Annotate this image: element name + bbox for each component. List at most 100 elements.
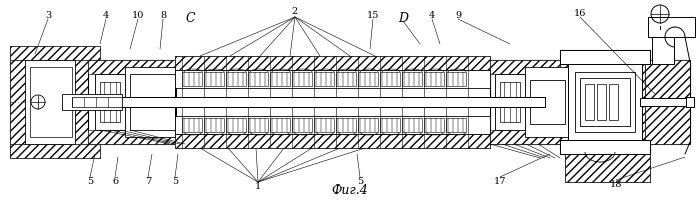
Bar bbox=[88, 61, 176, 75]
Bar bbox=[380, 118, 400, 132]
Bar bbox=[10, 48, 88, 157]
Bar bbox=[248, 118, 268, 132]
Bar bbox=[495, 75, 525, 130]
Text: Фиг.4: Фиг.4 bbox=[331, 184, 368, 197]
Bar bbox=[446, 118, 466, 132]
Text: C: C bbox=[185, 11, 195, 24]
Bar bbox=[560, 140, 650, 154]
Text: 8: 8 bbox=[160, 11, 166, 20]
Bar bbox=[314, 118, 334, 132]
Bar bbox=[62, 95, 122, 110]
Bar bbox=[182, 118, 202, 132]
Bar bbox=[10, 144, 100, 158]
Bar bbox=[204, 73, 224, 87]
Text: 5: 5 bbox=[172, 177, 178, 186]
Text: 2: 2 bbox=[292, 7, 298, 16]
Bar bbox=[10, 48, 88, 157]
Bar bbox=[88, 61, 176, 144]
Bar bbox=[175, 71, 490, 89]
Bar bbox=[545, 114, 565, 124]
Bar bbox=[182, 73, 202, 87]
Bar bbox=[495, 75, 525, 130]
Bar bbox=[292, 73, 312, 87]
Text: 15: 15 bbox=[367, 11, 379, 20]
Bar bbox=[648, 18, 695, 38]
Bar bbox=[490, 61, 575, 144]
Text: 4: 4 bbox=[103, 11, 109, 20]
Bar bbox=[270, 73, 290, 87]
Bar bbox=[560, 51, 650, 65]
Bar bbox=[25, 61, 75, 144]
Bar bbox=[10, 144, 100, 158]
Bar bbox=[500, 83, 520, 122]
Bar bbox=[402, 73, 422, 87]
Bar bbox=[226, 118, 246, 132]
Bar bbox=[248, 73, 268, 87]
Bar bbox=[88, 130, 176, 144]
Bar bbox=[686, 98, 694, 107]
Bar bbox=[560, 51, 650, 154]
Bar bbox=[580, 79, 600, 91]
Text: 7: 7 bbox=[145, 177, 151, 186]
Bar bbox=[175, 116, 490, 134]
Bar bbox=[120, 98, 545, 107]
Bar bbox=[72, 98, 122, 107]
Bar bbox=[609, 85, 618, 120]
Text: 5: 5 bbox=[87, 177, 93, 186]
Text: 16: 16 bbox=[574, 9, 586, 18]
Bar bbox=[130, 75, 175, 130]
Bar bbox=[652, 27, 674, 65]
Text: 17: 17 bbox=[493, 177, 506, 186]
Bar bbox=[10, 47, 100, 61]
Text: 4: 4 bbox=[429, 11, 435, 20]
Bar bbox=[560, 51, 650, 154]
Bar bbox=[645, 61, 690, 144]
Bar bbox=[645, 61, 690, 144]
Bar bbox=[580, 79, 630, 126]
Bar bbox=[336, 118, 356, 132]
Bar bbox=[175, 134, 490, 148]
Bar bbox=[424, 118, 444, 132]
Text: 9: 9 bbox=[455, 11, 461, 20]
Bar bbox=[585, 85, 594, 120]
Bar bbox=[560, 51, 650, 65]
Bar bbox=[358, 73, 378, 87]
Bar bbox=[270, 118, 290, 132]
Bar bbox=[565, 152, 650, 182]
Text: 10: 10 bbox=[132, 11, 144, 20]
Bar bbox=[100, 83, 120, 122]
Bar bbox=[575, 73, 635, 132]
Bar bbox=[525, 68, 575, 137]
Bar bbox=[10, 47, 100, 61]
Bar bbox=[490, 61, 575, 75]
Bar bbox=[597, 85, 606, 120]
Text: D: D bbox=[398, 11, 408, 24]
Bar bbox=[565, 152, 650, 182]
Bar bbox=[292, 118, 312, 132]
Bar bbox=[175, 57, 490, 71]
Bar bbox=[402, 118, 422, 132]
Bar bbox=[490, 130, 575, 144]
Bar bbox=[95, 75, 125, 130]
Bar bbox=[580, 114, 600, 126]
Bar bbox=[424, 73, 444, 87]
Text: 1: 1 bbox=[255, 182, 261, 191]
Bar bbox=[568, 65, 642, 140]
Text: 6: 6 bbox=[112, 177, 118, 186]
Bar bbox=[226, 73, 246, 87]
Bar bbox=[204, 118, 224, 132]
Bar bbox=[545, 81, 565, 91]
Bar bbox=[640, 99, 690, 106]
Bar bbox=[336, 73, 356, 87]
Bar bbox=[358, 118, 378, 132]
Text: 3: 3 bbox=[45, 11, 51, 20]
Bar bbox=[530, 81, 565, 124]
Bar bbox=[175, 57, 490, 71]
Text: 5: 5 bbox=[357, 177, 363, 186]
Bar bbox=[314, 73, 334, 87]
Bar bbox=[30, 68, 72, 137]
Bar bbox=[560, 140, 650, 154]
Bar bbox=[95, 75, 125, 130]
Bar bbox=[175, 134, 490, 148]
Bar bbox=[380, 73, 400, 87]
